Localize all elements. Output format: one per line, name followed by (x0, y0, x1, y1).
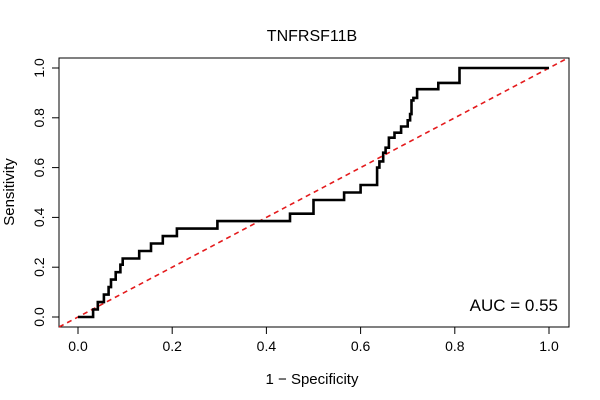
chart-title: TNFRSF11B (267, 28, 357, 45)
x-tick-label: 1.0 (539, 338, 559, 354)
y-axis-title: Sensitivity (1, 158, 18, 226)
y-tick-label: 1.0 (31, 58, 47, 78)
x-tick-label: 0.8 (445, 338, 465, 354)
x-tick-label: 0.6 (351, 338, 371, 354)
x-tick-label: 0.0 (68, 338, 88, 354)
plot-layer (58, 57, 569, 328)
x-tick-label: 0.4 (257, 338, 277, 354)
x-tick-label: 0.2 (162, 338, 182, 354)
y-tick-label: 0.2 (31, 257, 47, 277)
auc-annotation: AUC = 0.55 (470, 296, 558, 315)
roc-curve-line (78, 66, 549, 319)
axes-layer: 0.0 0.2 0.4 0.6 0.8 1.0 0.0 0.2 0.4 0.6 0.8 1.0 (31, 58, 559, 354)
reference-diagonal-line (58, 57, 569, 328)
y-tick-label: 0.0 (31, 307, 47, 327)
x-axis-title: 1 − Specificity (266, 371, 359, 388)
y-tick-label: 0.4 (31, 207, 47, 227)
y-tick-label: 0.8 (31, 108, 47, 128)
y-tick-label: 0.6 (31, 158, 47, 178)
